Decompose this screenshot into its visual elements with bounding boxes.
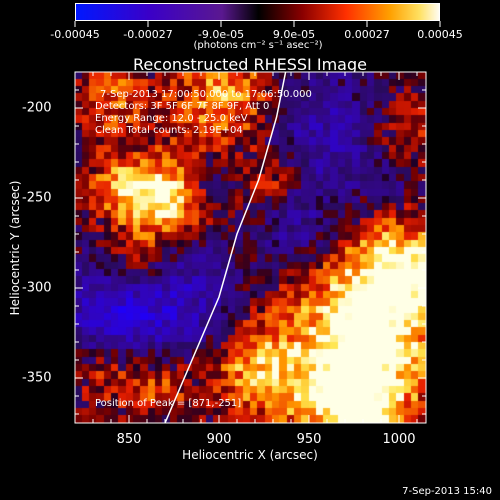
colorbar-label-2: -9.0e-05 (197, 28, 245, 41)
y-tick-label: -250 (22, 190, 52, 206)
y-tick-label: -300 (22, 280, 52, 296)
detectors-text: Detectors: 3F 5F 6F 7F 8F 9F, Att 0 (95, 101, 270, 112)
rhessi-image-plot (75, 72, 426, 423)
colorbar-ticks (74, 21, 441, 27)
x-axis-label: Heliocentric X (arcsec) (182, 448, 318, 462)
y-axis-label: Heliocentric Y (arcsec) (8, 180, 22, 316)
x-tick-label: 950 (296, 432, 322, 447)
y-tick-label: -350 (22, 370, 52, 386)
colorbar-label-1: -0.00027 (123, 28, 173, 41)
plot-overlay (164, 72, 287, 423)
time-range-text: 7-Sep-2013 17:00:50.000 to 17:06:50.000 (100, 89, 312, 100)
y-tick-label: -200 (22, 100, 52, 116)
solar-limb-curve (164, 72, 287, 423)
x-tick-label: 900 (206, 432, 232, 447)
colorbar (75, 3, 440, 21)
plot-frame (74, 71, 427, 424)
colorbar-unit: (photons cm⁻² s⁻¹ asec⁻²) (193, 40, 323, 51)
colorbar-gradient (76, 4, 439, 20)
chart-title: Reconstructed RHESSI Image (133, 55, 367, 74)
colorbar-label-4: 0.00027 (344, 28, 390, 41)
colorbar-label-0: -0.00045 (50, 28, 100, 41)
footer-date: 7-Sep-2013 15:40 (402, 486, 492, 497)
peak-position-text: Position of Peak = [871,-251] (95, 398, 242, 409)
heatmap-image (75, 72, 426, 423)
energy-range-text: Energy Range: 12.0 - 25.0 keV (95, 113, 248, 124)
colorbar-label-3: 9.0e-05 (272, 28, 316, 41)
x-tick-label: 850 (116, 432, 142, 447)
colorbar-label-5: 0.00045 (417, 28, 463, 41)
clean-counts-text: Clean Total counts: 2.19E+04 (95, 125, 243, 136)
x-tick-label: 1000 (382, 432, 416, 447)
